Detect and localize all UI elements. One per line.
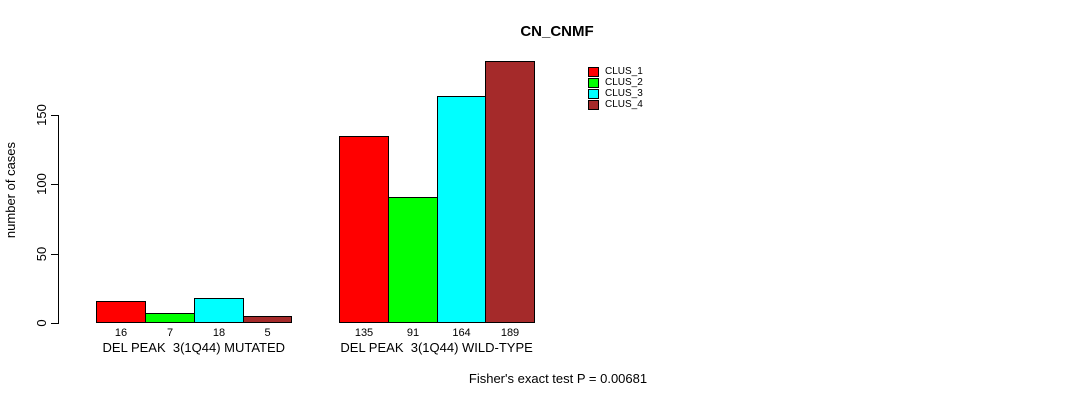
category-label: DEL PEAK 3(1Q44) WILD-TYPE (340, 340, 533, 355)
y-axis-line (58, 115, 59, 324)
bar-value-label: 5 (264, 327, 271, 339)
bar-value-label: 164 (452, 327, 471, 339)
bar-clus_1-group2 (339, 136, 389, 323)
legend-label: CLUS_1 (605, 66, 643, 77)
bar-value-label: 135 (354, 327, 374, 339)
legend-label: CLUS_2 (605, 77, 643, 88)
bar-clus_3-group2 (437, 96, 486, 323)
y-axis-tick-label: 0 (34, 319, 49, 327)
legend-label: CLUS_3 (605, 88, 643, 99)
bar-clus_2-group2 (388, 197, 438, 323)
fisher-test-caption: Fisher's exact test P = 0.00681 (468, 371, 648, 386)
bar-clus_4-group2 (485, 61, 535, 323)
y-axis-tick (51, 254, 58, 255)
legend-item-clus_1: CLUS_1 (588, 66, 643, 77)
bar-value-label: 18 (212, 327, 226, 339)
y-axis-tick (51, 115, 58, 116)
chart-title: CN_CNMF (520, 23, 594, 40)
legend-swatch-clus_1 (588, 66, 599, 77)
bar-value-label: 189 (500, 327, 520, 339)
legend-item-clus_2: CLUS_2 (588, 77, 643, 88)
legend-swatch-clus_2 (588, 77, 599, 88)
bar-clus_4-group1 (243, 316, 292, 323)
bar-value-label: 16 (114, 327, 128, 339)
legend-label: CLUS_4 (605, 99, 643, 110)
bar-clus_1-group1 (96, 301, 146, 323)
legend: CLUS_1 CLUS_2 CLUS_3 CLUS_4 (588, 66, 643, 110)
bar-clus_2-group1 (145, 313, 195, 323)
y-axis-tick (51, 184, 58, 185)
legend-item-clus_4: CLUS_4 (588, 99, 643, 110)
bar-value-label: 7 (166, 327, 174, 339)
y-axis-label: number of cases (3, 141, 18, 239)
legend-item-clus_3: CLUS_3 (588, 88, 643, 99)
legend-swatch-clus_4 (588, 99, 599, 110)
y-axis-tick (51, 323, 58, 324)
legend-swatch-clus_3 (588, 88, 599, 99)
bar-value-label: 91 (406, 327, 420, 339)
category-label: DEL PEAK 3(1Q44) MUTATED (102, 340, 286, 355)
y-axis-tick-label: 100 (34, 173, 49, 195)
y-axis-tick-label: 150 (34, 104, 49, 126)
y-axis-tick-label: 50 (34, 246, 49, 262)
bar-clus_3-group1 (194, 298, 244, 323)
